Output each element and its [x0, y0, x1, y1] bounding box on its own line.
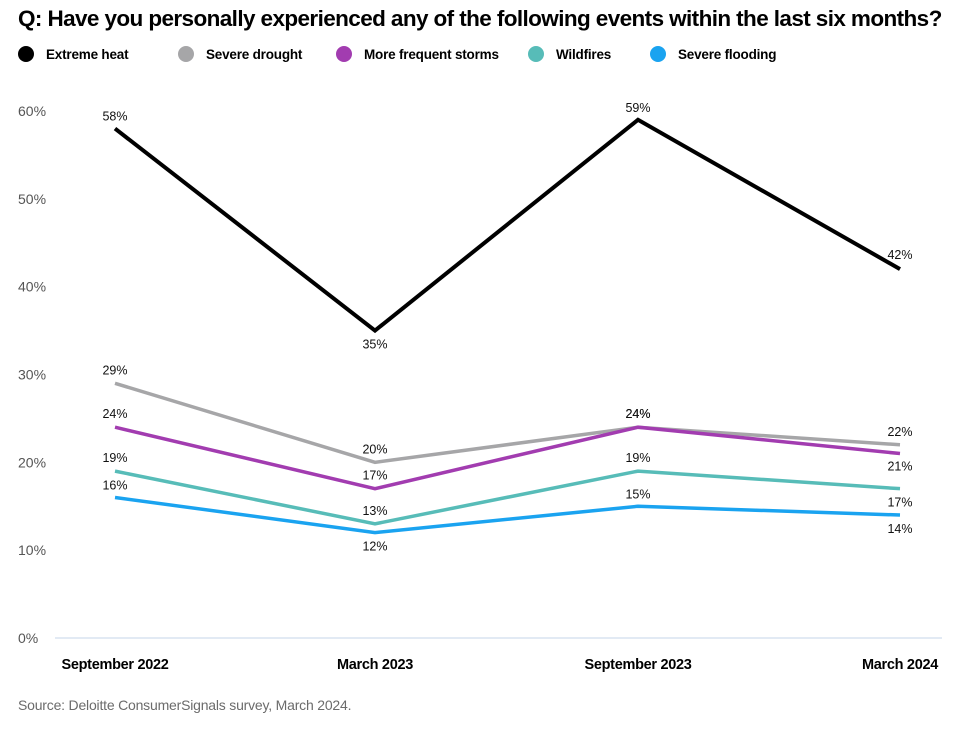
data-label: 24% [625, 407, 650, 421]
series-line-extreme-heat [113, 117, 901, 334]
data-label: 20% [362, 442, 387, 456]
legend-label-severe-flooding: Severe flooding [678, 46, 777, 62]
legend-label-more-frequent-storms: More frequent storms [364, 46, 499, 62]
y-tick-label: 30% [18, 367, 46, 383]
legend-label-wildfires: Wildfires [556, 46, 612, 62]
legend-item-extreme-heat: Extreme heat [18, 46, 178, 62]
legend-label-extreme-heat: Extreme heat [46, 46, 129, 62]
data-label: 22% [887, 425, 912, 439]
y-tick-label: 10% [18, 542, 46, 558]
data-label: 14% [887, 522, 912, 536]
data-label: 24% [102, 407, 127, 421]
data-label: 16% [102, 478, 127, 492]
y-tick-label: 60% [18, 103, 46, 119]
data-label: 15% [625, 487, 650, 501]
series-line-severe-flooding [114, 495, 901, 535]
legend-swatch-wildfires [528, 46, 544, 62]
legend: Extreme heat Severe drought More frequen… [18, 46, 776, 62]
data-label: 13% [362, 504, 387, 518]
source-note: Source: Deloitte ConsumerSignals survey,… [18, 697, 352, 713]
data-label: 42% [887, 248, 912, 262]
series-line-severe-drought [114, 381, 901, 465]
chart-title: Q: Have you personally experienced any o… [18, 6, 942, 31]
data-label: 12% [362, 540, 387, 554]
legend-item-more-frequent-storms: More frequent storms [336, 46, 528, 62]
y-tick-label: 50% [18, 191, 46, 207]
series-line-more-frequent-storms [114, 425, 901, 491]
data-label: 35% [362, 338, 387, 352]
legend-item-wildfires: Wildfires [528, 46, 650, 62]
x-tick-label: March 2024 [862, 657, 938, 673]
data-label: 24% [625, 407, 650, 421]
y-tick-label: 20% [18, 454, 46, 470]
series-line-wildfires [114, 469, 901, 526]
data-label: 29% [102, 363, 127, 377]
legend-swatch-severe-drought [178, 46, 194, 62]
legend-item-severe-flooding: Severe flooding [650, 46, 776, 62]
data-label: 17% [887, 496, 912, 510]
legend-item-severe-drought: Severe drought [178, 46, 336, 62]
x-tick-label: March 2023 [337, 657, 413, 673]
x-tick-label: September 2023 [584, 657, 691, 673]
y-tick-label: 0% [18, 630, 38, 646]
data-label: 19% [102, 451, 127, 465]
data-label: 17% [362, 469, 387, 483]
data-label: 58% [102, 110, 127, 124]
data-label: 19% [625, 451, 650, 465]
legend-swatch-severe-flooding [650, 46, 666, 62]
data-label: 21% [887, 460, 912, 474]
data-label: 59% [625, 101, 650, 115]
legend-label-severe-drought: Severe drought [206, 46, 303, 62]
x-tick-label: September 2022 [61, 657, 168, 673]
y-tick-label: 40% [18, 279, 46, 295]
legend-swatch-extreme-heat [18, 46, 34, 62]
legend-swatch-more-frequent-storms [336, 46, 352, 62]
